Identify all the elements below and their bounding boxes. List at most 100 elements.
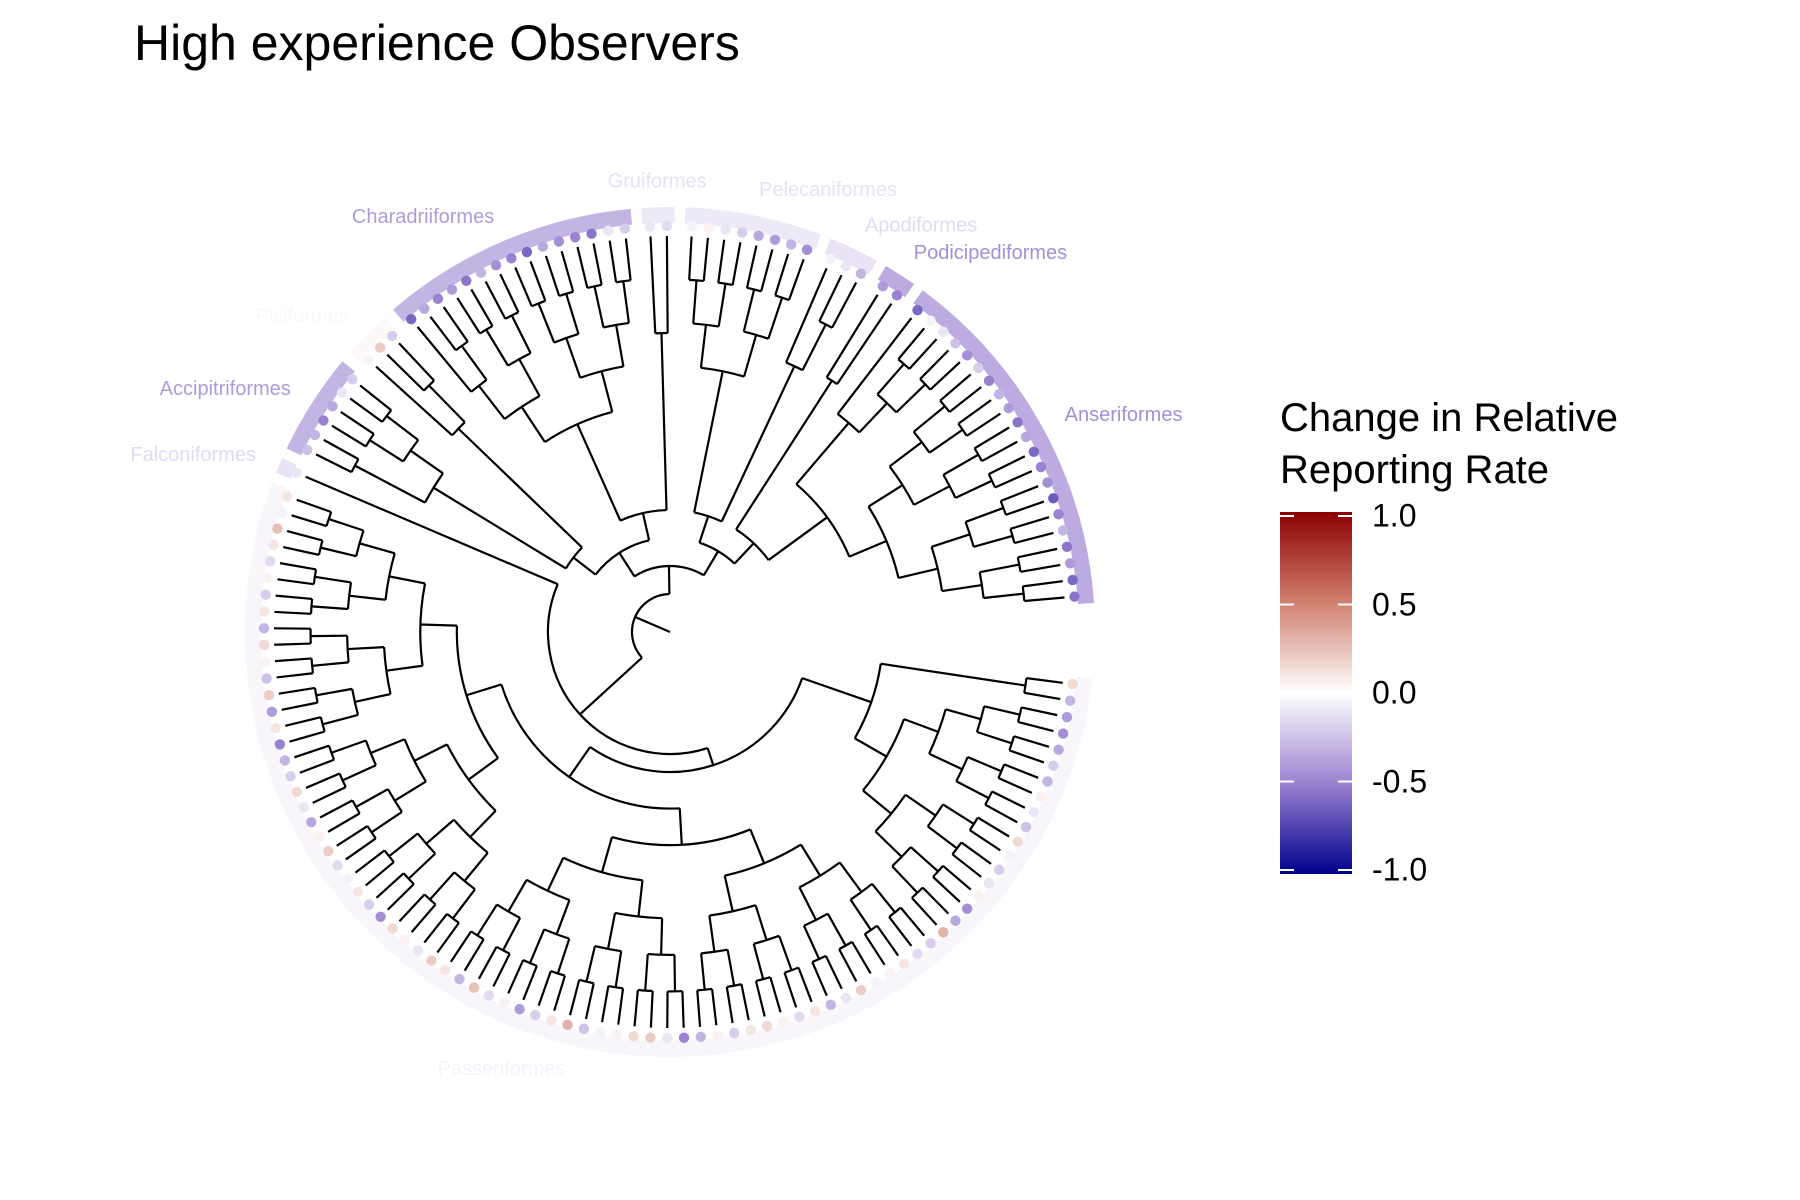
- tree-branch: [696, 990, 702, 1027]
- tip-point: [1003, 850, 1014, 862]
- tree-branch: [955, 479, 993, 499]
- tip-point: [399, 934, 411, 945]
- tree-branch: [336, 825, 369, 847]
- tip-point: [769, 234, 781, 246]
- tree-branch: [386, 353, 425, 392]
- tip-point: [387, 923, 398, 934]
- tree-branch: [965, 506, 1004, 523]
- tree-branch: [385, 415, 419, 441]
- tree-branch: [402, 872, 415, 885]
- tip-point: [375, 911, 386, 922]
- tree-branch: [409, 449, 444, 475]
- clade-label: Pelecaniformes: [759, 179, 897, 201]
- tree-branch: [908, 338, 938, 370]
- tree-branch: [849, 899, 872, 931]
- tree-branch: [702, 550, 720, 576]
- tree-branch: [365, 861, 395, 887]
- tree-branch: [299, 758, 335, 774]
- tree-branch: [614, 950, 623, 988]
- tip-point: [728, 1027, 740, 1039]
- tree-branch: [742, 289, 756, 332]
- tree-branch: [955, 780, 990, 800]
- tree-branch: [322, 713, 359, 726]
- clade-band: [393, 208, 633, 322]
- tip-point: [602, 225, 614, 236]
- tree-branch: [579, 656, 643, 716]
- tree-branch: [801, 677, 872, 704]
- tip-point: [270, 722, 281, 734]
- tree-branch: [312, 661, 349, 667]
- clade-label: Passeriformes: [438, 1058, 566, 1080]
- tip-point: [1042, 477, 1053, 488]
- tree-branch: [522, 965, 538, 1001]
- tip-point: [950, 338, 961, 349]
- tip-point: [454, 973, 465, 985]
- tree-branch: [811, 961, 828, 997]
- tree-branch: [863, 933, 886, 966]
- tree-branch: [929, 361, 961, 391]
- tip-point: [363, 354, 374, 366]
- tree-branch: [987, 473, 997, 488]
- tree-branch: [572, 556, 597, 576]
- tree-branch: [785, 361, 804, 372]
- tip-point: [578, 1023, 590, 1034]
- tree-branch: [752, 943, 765, 980]
- tree-branch: [518, 358, 541, 397]
- tree-branch: [867, 484, 904, 508]
- tree-branch: [370, 810, 403, 834]
- tree-branch: [919, 349, 950, 380]
- tree-branch: [699, 324, 708, 368]
- tree-branch: [895, 383, 927, 414]
- tip-point: [983, 375, 995, 387]
- tree-branch: [942, 864, 972, 891]
- clade-label: Gruiformes: [608, 170, 707, 192]
- tree-branch: [976, 730, 1013, 745]
- tree-branch: [470, 930, 485, 941]
- tip-point: [405, 313, 417, 325]
- tree-branch: [449, 930, 473, 963]
- tree-branch: [767, 516, 828, 561]
- tree-branch: [565, 337, 582, 379]
- tip-point: [1028, 446, 1040, 458]
- tree-branch: [983, 592, 1024, 600]
- tip-point: [877, 281, 889, 292]
- tree-branch: [319, 799, 353, 819]
- tree-branch: [428, 384, 466, 423]
- tip-point: [282, 491, 293, 502]
- tip-point: [1003, 402, 1014, 414]
- tree-branch: [349, 594, 386, 601]
- tree-branch: [618, 552, 636, 577]
- tree-branch: [802, 925, 821, 960]
- tree-branch: [800, 844, 822, 877]
- tree-branch: [898, 567, 938, 580]
- tip-point: [961, 903, 973, 914]
- tree-branch: [349, 397, 383, 423]
- tree-branch: [726, 949, 736, 986]
- tip-point: [432, 293, 444, 305]
- tip-point: [973, 890, 984, 902]
- tip-point: [810, 1005, 821, 1017]
- tree-branch: [973, 447, 983, 462]
- tree-branch: [797, 967, 813, 1003]
- tip-point: [1057, 728, 1069, 739]
- tree-branch: [660, 333, 668, 511]
- legend-title: Change in Relative Reporting Rate: [1280, 392, 1760, 496]
- tree-branch: [296, 498, 332, 514]
- tip-point: [347, 374, 358, 385]
- tree-branch: [825, 294, 879, 378]
- tree-branch: [693, 371, 724, 513]
- tip-point: [342, 873, 353, 884]
- tip-point: [950, 915, 961, 926]
- tree-branch: [585, 945, 597, 982]
- tree-branch: [608, 985, 624, 990]
- tip-point: [736, 227, 748, 238]
- tree-branch: [470, 288, 494, 327]
- tree-branch: [467, 757, 499, 781]
- tree-branch: [584, 983, 595, 1020]
- tree-branch: [286, 530, 323, 542]
- clade-label: Accipitriformes: [160, 378, 291, 400]
- tree-branch: [910, 846, 939, 873]
- tree-branch: [717, 283, 727, 327]
- tip-point: [352, 886, 364, 898]
- tree-branch: [969, 829, 1001, 852]
